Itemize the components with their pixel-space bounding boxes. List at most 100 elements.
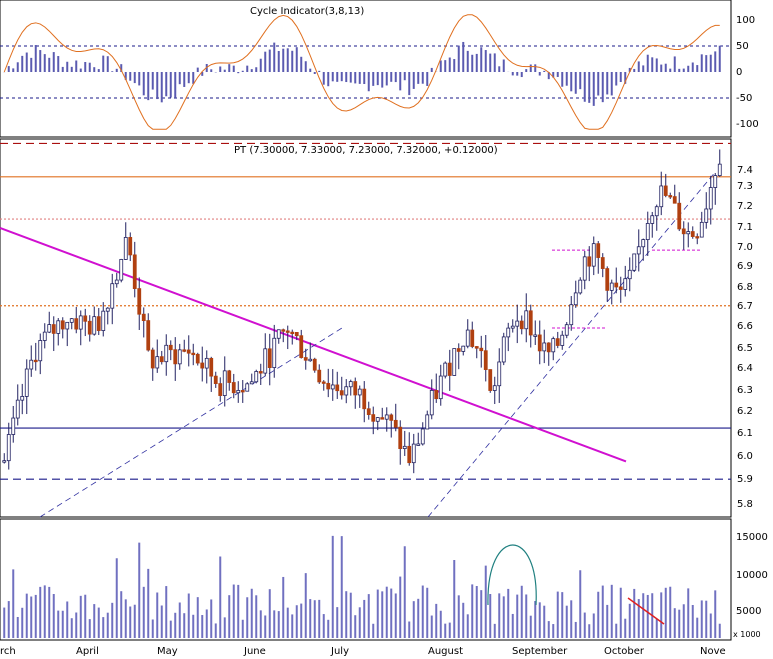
candle-body [713, 175, 718, 188]
candle-body [357, 388, 362, 396]
price-tick: 6.9 [737, 261, 753, 272]
candle-body [245, 383, 250, 392]
candle-body [317, 369, 322, 383]
candle-body [110, 283, 115, 309]
candle-body [11, 417, 16, 435]
price-series [0, 142, 731, 518]
candle-body [42, 331, 47, 341]
candle-body [213, 375, 218, 384]
candle-body [128, 237, 133, 256]
candle-body [506, 327, 511, 338]
candle-body [209, 357, 214, 377]
candle-body [429, 390, 434, 416]
candle-body [33, 359, 38, 363]
candle-body [258, 371, 263, 374]
candle-body [627, 269, 632, 280]
candle-body [569, 304, 574, 326]
candle-body [182, 349, 187, 352]
x-label: rch [0, 646, 16, 657]
volume-unit: x 1000 [733, 630, 761, 639]
x-label: May [157, 646, 178, 657]
candle-body [249, 381, 254, 385]
x-label: August [428, 646, 463, 657]
candle-body [65, 321, 70, 330]
candle-body [191, 352, 196, 356]
price-tick: 7.0 [737, 242, 753, 253]
candle-body [51, 324, 56, 334]
candle-body [456, 348, 461, 352]
candle-body [650, 215, 655, 224]
candle-body [83, 315, 88, 322]
candle-body [299, 335, 304, 358]
candle-body [618, 286, 623, 290]
candle-body [371, 414, 376, 422]
candle-body [402, 445, 407, 449]
candle-body [483, 350, 488, 370]
cycle-series [0, 14, 731, 130]
candle-body [420, 428, 425, 445]
candle-body [407, 445, 412, 464]
volume-tick: 5000 [736, 606, 761, 617]
candle-body [551, 338, 556, 353]
candle-body [366, 408, 371, 416]
candle-body [699, 221, 704, 238]
candle-body [632, 253, 637, 271]
candle-body [29, 359, 34, 370]
candle-body [38, 340, 43, 362]
candle-body [330, 384, 335, 390]
candle-body [501, 336, 506, 363]
candle-body [474, 346, 479, 349]
candle-body [582, 256, 587, 281]
candle-body [641, 239, 646, 248]
candle-body [114, 279, 119, 285]
candle-body [555, 338, 560, 346]
candle-body [218, 383, 223, 396]
candle-body [573, 292, 578, 306]
candle-body [2, 460, 7, 463]
candle-body [24, 368, 29, 397]
candle-body [47, 324, 52, 333]
candle-body [510, 325, 515, 329]
price-tick: 7.3 [737, 181, 753, 192]
candle-body [344, 386, 349, 396]
candle-body [605, 268, 610, 291]
candle-body [438, 375, 443, 400]
candle-body [267, 348, 272, 368]
candle-body [362, 388, 367, 410]
cycle-line [3, 14, 720, 130]
candle-body [681, 228, 686, 235]
volume-tick: 15000 [736, 532, 768, 543]
candle-body [173, 349, 178, 365]
volume-series [3, 535, 721, 638]
candle-body [479, 347, 484, 352]
candle-body [123, 237, 128, 260]
candle-body [78, 315, 83, 330]
candle-body [101, 310, 106, 331]
candle-body [452, 348, 457, 376]
candle-body [587, 256, 592, 267]
candle-body [92, 316, 97, 335]
candle-body [659, 185, 664, 208]
cycle-panel [0, 0, 732, 138]
candle-body [254, 371, 259, 383]
candle-body [672, 196, 677, 204]
candle-body [488, 369, 493, 391]
candle-body [348, 381, 353, 388]
candle-body [614, 282, 619, 288]
candle-body [119, 259, 124, 281]
volume-circle-annotation [487, 544, 537, 606]
candle-body [132, 254, 137, 289]
candle-body [168, 344, 173, 351]
candle-body [690, 231, 695, 237]
x-label: September [512, 646, 568, 657]
x-label: July [330, 646, 349, 657]
candle-body [515, 320, 520, 327]
candle-body [677, 202, 682, 230]
candle-body [20, 396, 25, 401]
candle-body [69, 318, 74, 323]
candle-body [272, 337, 277, 368]
candle-body [528, 310, 533, 336]
candle-body [384, 414, 389, 420]
candle-body [645, 223, 650, 241]
